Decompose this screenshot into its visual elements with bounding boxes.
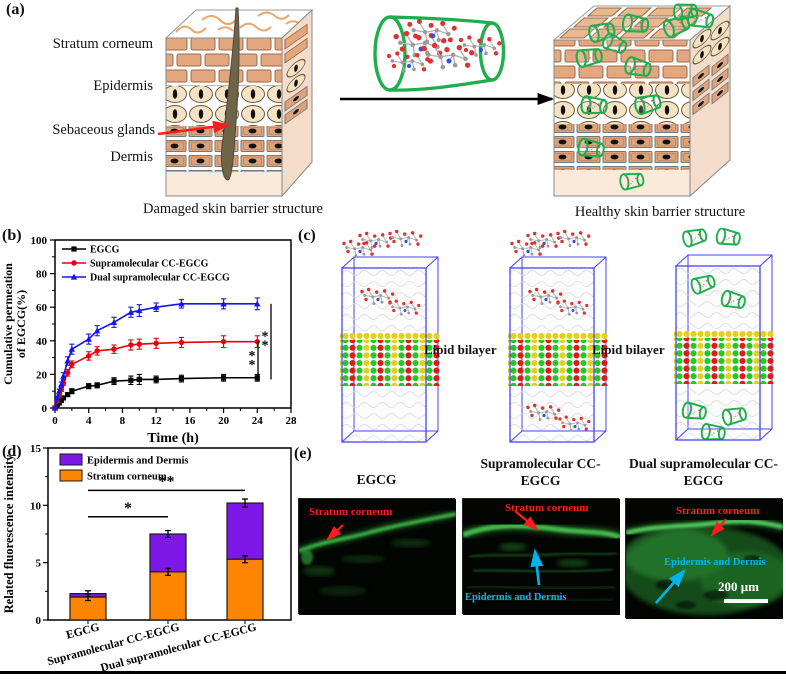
svg-text:12: 12 <box>151 415 163 427</box>
svg-text:Stratum corneum: Stratum corneum <box>87 472 167 483</box>
image-title-dual-supramolecular: Dual supramolecular CC-EGCG <box>628 456 778 488</box>
image-title-egcg: EGCG <box>356 472 397 487</box>
svg-text:**: ** <box>262 330 269 354</box>
svg-text:100: 100 <box>31 235 48 247</box>
legend: Epidermis and Dermis Stratum corneum <box>59 453 189 483</box>
svg-text:8: 8 <box>120 415 126 427</box>
panel-e-label: (e) <box>294 445 312 462</box>
significance-marker: ** <box>262 303 272 380</box>
svg-text:80: 80 <box>36 269 48 281</box>
svg-text:20: 20 <box>218 415 230 427</box>
svg-text:Supramolecular CC-EGCG: Supramolecular CC-EGCG <box>90 259 209 270</box>
scale-bar-label: 200 μm <box>718 579 759 594</box>
panel-c-art <box>340 228 774 443</box>
legend: EGCG Supramolecular CC-EGCG Dual supramole… <box>62 245 230 284</box>
svg-text:20: 20 <box>36 369 48 381</box>
layer-label-epidermis: Epidermis <box>93 78 153 94</box>
lipid-bilayer-label-2: Lipid bilayer <box>592 342 665 357</box>
svg-text:10: 10 <box>30 500 42 512</box>
panel-c-label: (c) <box>298 227 316 244</box>
bar-Supramolecular-CC-EGCG <box>149 529 187 621</box>
y-axis-label: Related fluorescence intensity <box>2 454 16 614</box>
fluorescence-bar-chart: 0 5 10 15 Related fluorescence intensity EGCG… <box>2 443 292 675</box>
lipid-bilayer-label-1: Lipid bilayer <box>424 342 497 357</box>
damaged-skin-block-illustration <box>164 7 314 198</box>
bottom-divider-line <box>0 671 786 674</box>
panel-a-label: (a) <box>6 1 25 18</box>
supramolecular-cylinder-illustration <box>373 15 506 92</box>
annotation-epidermis-dermis: Epidermis and Dermis <box>664 557 766 568</box>
series-EGCG <box>52 373 260 411</box>
x-axis-label: Time (h) <box>147 431 199 446</box>
healthy-skin-block-illustration <box>552 1 732 198</box>
fluorescence-image-supramolecular: Stratum corneum Epidermis and Dermis <box>462 498 620 615</box>
svg-text:40: 40 <box>36 336 48 348</box>
hair-follicle <box>221 7 240 181</box>
sebaceous-glands-arrow <box>157 120 231 136</box>
bar-Dual-supramolecular-CC-EGCG <box>226 498 264 621</box>
svg-text:60: 60 <box>36 302 48 314</box>
svg-text:**: ** <box>249 349 256 373</box>
svg-text:4: 4 <box>86 415 92 427</box>
layer-label-stratum-corneum: Stratum corneum <box>52 36 153 52</box>
annotation-epidermis-dermis: Epidermis and Dermis <box>465 592 567 603</box>
svg-text:28: 28 <box>286 415 298 427</box>
stratum-corneum-arrow <box>326 524 344 541</box>
caption-healthy-skin: Healthy skin barrier structure <box>574 204 746 220</box>
scale-bar <box>724 599 768 603</box>
significance-marker: * <box>88 500 168 518</box>
panel-a-art <box>157 1 732 198</box>
layer-label-dermis: Dermis <box>110 149 153 165</box>
annotation-stratum-corneum: Stratum corneum <box>505 502 589 514</box>
svg-text:Epidermis and Dermis: Epidermis and Dermis <box>87 456 189 467</box>
svg-text:0: 0 <box>42 403 48 415</box>
significance-marker: ** <box>249 340 259 382</box>
svg-text:24: 24 <box>252 415 264 427</box>
svg-text:*: * <box>124 500 132 517</box>
line-chart-root: 0 4 8 12 16 20 24 28 0 20 40 60 80 100 Time (h) Cumulat… <box>1 235 297 446</box>
stratum-corneum-arrow <box>710 518 727 537</box>
svg-text:0: 0 <box>52 415 58 427</box>
svg-text:EGCG: EGCG <box>90 245 120 256</box>
svg-text:**: ** <box>159 473 175 490</box>
svg-text:15: 15 <box>30 443 42 455</box>
md-box-dual-supramolecular <box>674 228 774 443</box>
panel-b-label: (b) <box>2 227 22 244</box>
annotation-stratum-corneum: Stratum corneum <box>309 506 393 518</box>
svg-text:16: 16 <box>184 415 196 427</box>
panel-d-label: (d) <box>2 443 22 460</box>
svg-text:Dual supramolecular CC-EGCG: Dual supramolecular CC-EGCG <box>90 273 230 284</box>
annotation-stratum-corneum: Stratum corneum <box>676 505 760 517</box>
svg-text:5: 5 <box>36 558 42 570</box>
series-Supramolecular-CC-EGCG <box>52 335 260 411</box>
significance-marker: ** <box>88 473 245 492</box>
stratum-corneum-arrow <box>514 510 539 531</box>
y-axis-label: Cumulative permeationof EGCG(%) <box>1 263 28 385</box>
layer-label-sebaceous-glands: Sebaceous glands <box>52 122 155 138</box>
category-label: EGCG <box>65 621 101 641</box>
md-box-egcg <box>340 229 440 443</box>
bar-EGCG <box>69 590 107 621</box>
permeation-line-chart: 0 4 8 12 16 20 24 28 0 20 40 60 80 100 Time (h) Cumulat… <box>1 235 297 446</box>
caption-damaged-skin: Damaged skin barrier structure <box>143 201 323 217</box>
fluorescence-image-dual-supramolecular: Stratum corneum Epidermis and Dermis 200… <box>625 498 783 619</box>
image-title-supramolecular: Supramolecular CC-EGCG <box>480 456 601 488</box>
svg-text:0: 0 <box>36 615 42 627</box>
epidermis-dermis-arrow <box>655 569 686 604</box>
md-box-supramolecular <box>508 229 608 443</box>
epidermis-dermis-arrow <box>530 548 544 586</box>
series-Dual-supramolecular-CC-EGCG <box>51 297 261 411</box>
fluorescence-image-egcg: Stratum corneum <box>298 498 456 615</box>
bar-chart-root: 0 5 10 15 Related fluorescence intensity EGCG… <box>2 443 292 675</box>
